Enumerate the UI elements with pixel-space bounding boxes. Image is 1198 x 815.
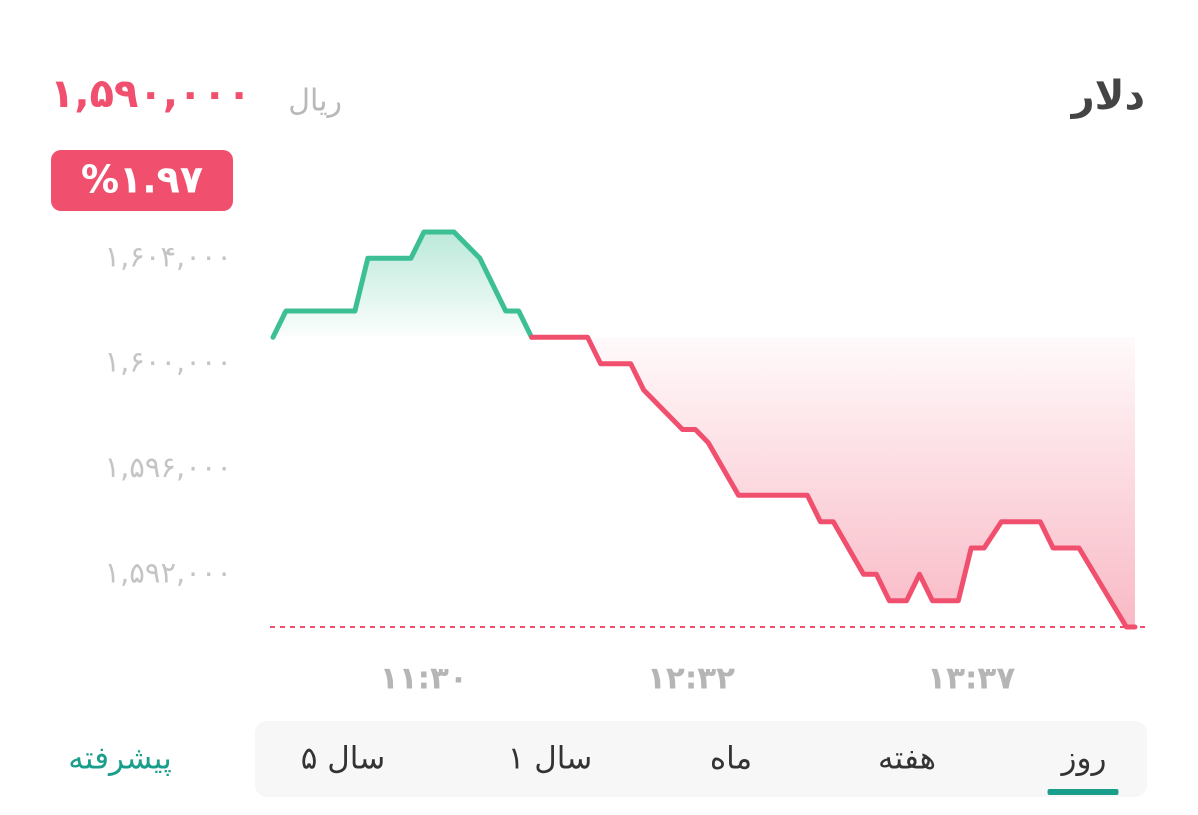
change-badge: [51, 150, 233, 211]
area-up: [273, 232, 532, 338]
change-percent: %۱.۹۷: [81, 158, 203, 202]
line-down: [529, 334, 1138, 630]
tab-bar: [255, 721, 1147, 797]
tab-day[interactable]: روز: [1060, 741, 1107, 777]
tab-5-years[interactable]: ۵ سال: [301, 741, 385, 777]
price-chart: ۱,۶۰۴,۰۰۰ ۱,۶۰۰,۰۰۰ ۱,۵۹۶,۰۰۰ ۱,۵۹۲,۰۰۰ ۱۱:۳…: [105, 229, 1148, 697]
y-tick-label: ۱,۵۹۲,۰۰۰: [105, 555, 232, 589]
tab-week[interactable]: هفته: [878, 741, 936, 777]
line-up: [270, 229, 535, 340]
x-tick-label: ۱۱:۳۰: [380, 661, 468, 697]
price: ۱,۵۹۰,۰۰۰: [50, 71, 251, 117]
active-tab-underline: [1047, 789, 1119, 795]
tab-year[interactable]: ۱ سال: [508, 741, 592, 777]
x-tick-label: ۱۲:۳۲: [647, 661, 735, 697]
area-down: [531, 337, 1135, 627]
y-tick-label: ۱,۵۹۶,۰۰۰: [105, 450, 232, 484]
advanced-link[interactable]: پیشرفته: [68, 741, 172, 777]
tab-month[interactable]: ماه: [710, 741, 752, 777]
x-tick-label: ۱۳:۳۷: [927, 661, 1015, 697]
asset-title: دلار: [1070, 73, 1145, 119]
price-unit: ریال: [288, 84, 342, 119]
y-tick-label: ۱,۶۰۴,۰۰۰: [105, 239, 232, 273]
y-tick-label: ۱,۶۰۰,۰۰۰: [105, 345, 232, 379]
